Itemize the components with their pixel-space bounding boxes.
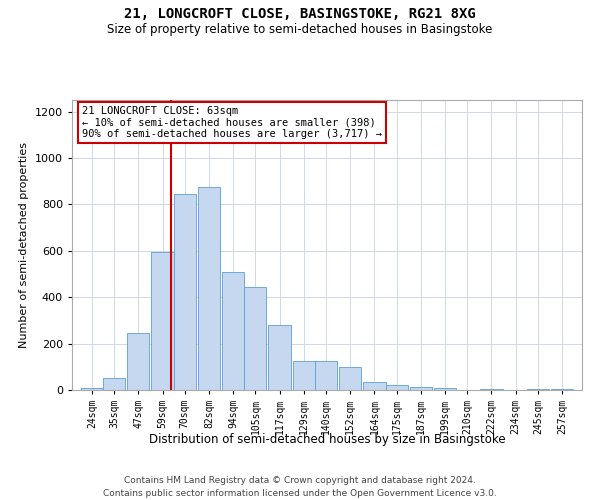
Bar	[222, 272, 244, 390]
Bar	[173, 194, 196, 390]
Text: Size of property relative to semi-detached houses in Basingstoke: Size of property relative to semi-detach…	[107, 22, 493, 36]
Text: Contains HM Land Registry data © Crown copyright and database right 2024.
Contai: Contains HM Land Registry data © Crown c…	[103, 476, 497, 498]
Bar	[103, 378, 125, 390]
Bar	[481, 389, 503, 390]
Text: 21, LONGCROFT CLOSE, BASINGSTOKE, RG21 8XG: 21, LONGCROFT CLOSE, BASINGSTOKE, RG21 8…	[124, 8, 476, 22]
Bar	[198, 187, 220, 390]
Bar	[527, 389, 549, 390]
Text: Distribution of semi-detached houses by size in Basingstoke: Distribution of semi-detached houses by …	[149, 432, 505, 446]
Y-axis label: Number of semi-detached properties: Number of semi-detached properties	[19, 142, 29, 348]
Bar	[268, 325, 290, 390]
Bar	[386, 386, 407, 390]
Bar	[410, 386, 432, 390]
Bar	[315, 361, 337, 390]
Bar	[293, 361, 315, 390]
Bar	[434, 388, 456, 390]
Bar	[551, 389, 573, 390]
Bar	[127, 333, 149, 390]
Bar	[151, 252, 173, 390]
Bar	[244, 287, 266, 390]
Bar	[339, 367, 361, 390]
Bar	[81, 388, 103, 390]
Bar	[364, 382, 386, 390]
Text: 21 LONGCROFT CLOSE: 63sqm
← 10% of semi-detached houses are smaller (398)
90% of: 21 LONGCROFT CLOSE: 63sqm ← 10% of semi-…	[82, 106, 382, 139]
